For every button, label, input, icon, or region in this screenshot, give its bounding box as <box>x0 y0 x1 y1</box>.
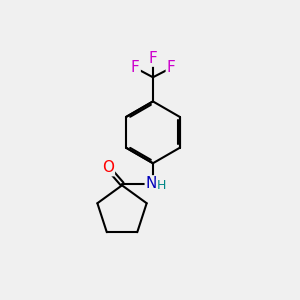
Text: N: N <box>146 176 157 191</box>
Text: O: O <box>102 160 114 175</box>
Text: F: F <box>148 51 157 66</box>
Text: H: H <box>157 179 166 192</box>
Text: F: F <box>167 60 176 75</box>
Text: F: F <box>131 60 140 75</box>
